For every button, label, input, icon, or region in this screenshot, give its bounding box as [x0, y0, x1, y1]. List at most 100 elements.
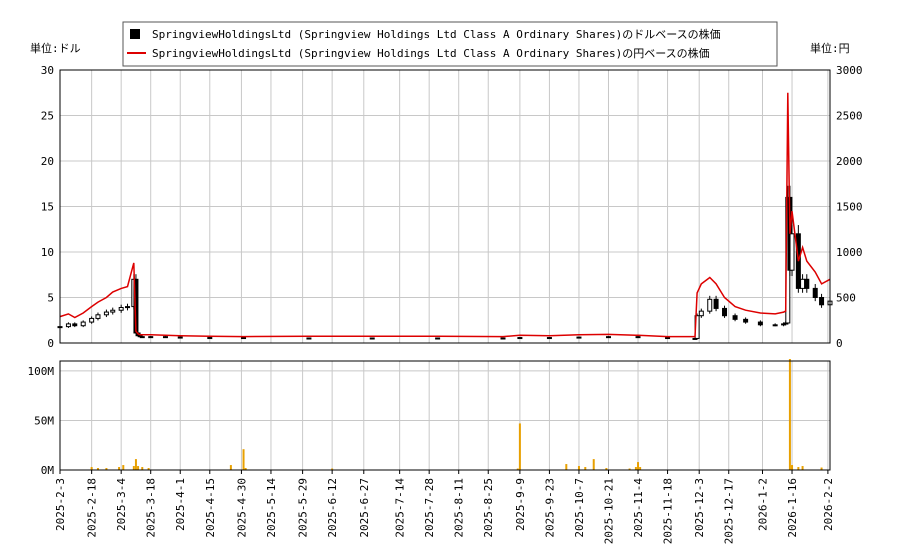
usd-candle-body: [635, 336, 641, 339]
y-right-tick-label: 1500: [836, 201, 863, 214]
usd-candle-body: [546, 337, 552, 340]
price-plot-frame: [59, 69, 831, 344]
legend-box: [122, 21, 778, 67]
volume-bar: [147, 468, 150, 470]
volume-plot-frame: [59, 360, 831, 471]
x-tick-label: 2026-2-2: [822, 478, 835, 531]
volume-bar: [90, 467, 93, 470]
volume-bar: [634, 467, 637, 470]
x-tick-label: 2025-10-7: [573, 478, 586, 538]
usd-candle-body: [789, 233, 795, 271]
volume-bar: [244, 468, 247, 470]
volume-bar: [565, 464, 568, 470]
usd-candle-body: [306, 337, 312, 340]
volume-bar: [584, 467, 587, 470]
volume-bar: [132, 466, 135, 470]
y-left-tick-label: 20: [41, 155, 54, 168]
volume-bar: [229, 465, 232, 470]
volume-bar: [105, 468, 108, 470]
price-grid: [59, 69, 830, 344]
usd-candle-body: [241, 337, 247, 340]
y-left-tick-label: 15: [41, 201, 54, 214]
y-left-tick-label: 25: [41, 110, 54, 123]
x-tick-label: 2025-6-27: [358, 478, 371, 538]
volume-bar: [628, 468, 631, 470]
usd-candle-body: [732, 315, 738, 320]
usd-candle-body: [95, 314, 101, 319]
x-tick-label: 2025-4-1: [174, 478, 187, 531]
usd-candle-body: [665, 337, 671, 340]
x-tick-label: 2025-6-12: [326, 478, 339, 538]
usd-candle-body: [707, 298, 713, 312]
volume-bar: [122, 465, 125, 470]
usd-candle-body: [804, 278, 810, 289]
usd-candle-body: [125, 306, 131, 309]
volume-bar: [137, 466, 140, 470]
volume-bar: [577, 466, 580, 470]
volume-bars: [90, 359, 823, 470]
usd-candle-body: [148, 336, 154, 339]
usd-candle-body: [605, 336, 611, 339]
x-tick-label: 2026-1-16: [786, 478, 799, 538]
jpy-price-line: [59, 92, 831, 338]
x-tick-label: 2025-10-21: [602, 478, 615, 544]
x-tick-label: 2025-2-3: [54, 478, 67, 531]
usd-candle-body: [103, 311, 109, 316]
y-left-tick-label: 5: [47, 292, 54, 305]
usd-candle-body: [722, 307, 728, 317]
volume-bar: [801, 466, 804, 470]
x-tick-label: 2025-11-4: [632, 478, 645, 538]
volume-bar: [96, 468, 99, 470]
usd-candle-body: [757, 321, 763, 326]
x-tick-label: 2025-7-14: [394, 478, 407, 538]
volume-bar: [331, 468, 334, 470]
usd-candle-body: [89, 317, 95, 323]
usd-candle-body: [812, 287, 818, 298]
price-series: [57, 92, 833, 340]
x-tick-label: 2025-2-18: [86, 478, 99, 538]
axis-labels: 0 0 5 500 10 1000 15 1500 20 2000 25 2500 30 3000 0M 50…: [28, 64, 863, 544]
x-tick-label: 2025-11-18: [662, 478, 675, 544]
y-right-tick-label: 500: [836, 292, 856, 305]
x-tick-label: 2025-4-30: [235, 478, 248, 538]
usd-candle-body: [139, 336, 145, 339]
volume-bar: [242, 449, 245, 470]
volume-bar: [592, 459, 595, 470]
y-left-tick-label: 10: [41, 246, 54, 259]
usd-candle-body: [743, 318, 749, 323]
volume-bar: [605, 468, 608, 470]
x-tick-label: 2025-4-15: [204, 478, 217, 538]
left-unit-label: 単位:ドル: [30, 41, 81, 55]
x-tick-label: 2025-12-17: [723, 478, 736, 544]
y-right-tick-label: 3000: [836, 64, 863, 77]
x-tick-label: 2025-3-18: [145, 478, 158, 538]
volume-bar: [637, 462, 640, 470]
y-right-tick-label: 1000: [836, 246, 863, 259]
volume-bar: [797, 467, 800, 470]
x-tick-label: 2025-8-25: [482, 478, 495, 538]
usd-candle-body: [698, 310, 704, 317]
usd-candle-body: [118, 307, 124, 311]
legend-jpy-label: SpringviewHoldingsLtd (Springview Holdin…: [152, 46, 710, 60]
x-tick-label: 2025-9-9: [514, 478, 527, 531]
usd-candle-body: [772, 324, 778, 327]
x-tick-label: 2025-3-4: [115, 478, 128, 531]
right-unit-label: 単位:円: [810, 41, 850, 55]
y-left-tick-label: 30: [41, 64, 54, 77]
volume-tick-label: 0M: [41, 464, 55, 477]
x-tick-label: 2026-1-2: [756, 478, 769, 531]
x-tick-label: 2025-12-3: [693, 478, 706, 538]
usd-candle-body: [110, 309, 116, 313]
volume-tick-label: 100M: [28, 365, 55, 378]
usd-candle-body: [369, 337, 375, 340]
usd-candle-body: [800, 278, 806, 289]
x-tick-label: 2025-7-28: [423, 478, 436, 538]
y-right-tick-label: 2000: [836, 155, 863, 168]
usd-candle-body: [500, 337, 506, 340]
x-tick-label: 2025-5-29: [297, 478, 310, 538]
usd-candle-body: [819, 297, 825, 306]
volume-tick-label: 50M: [34, 414, 54, 427]
volume-bar: [118, 467, 121, 470]
usd-candle-body: [177, 336, 183, 339]
